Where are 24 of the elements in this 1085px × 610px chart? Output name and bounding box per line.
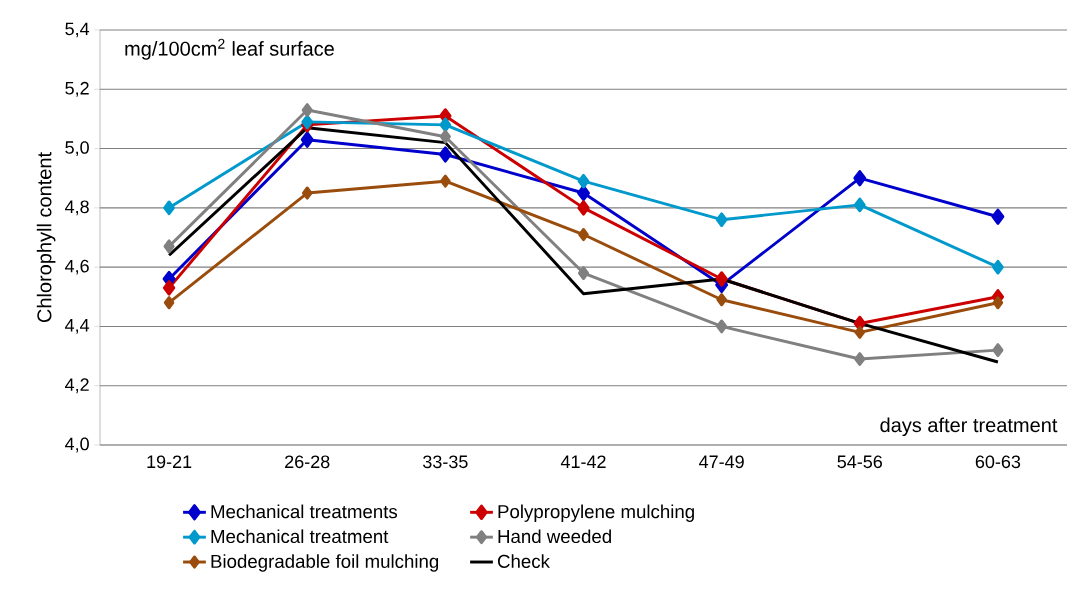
y-tick-label: 4,8	[65, 200, 89, 216]
annotation: mg/100cm$^{2}$ leaf surface	[125, 38, 334, 60]
x-tick-label: 26-28	[285, 455, 330, 469]
x-axis-title: days after treatment	[880, 417, 1058, 437]
legend-label: Mechanical treatment	[211, 529, 389, 544]
x-tick-label: 54-56	[837, 455, 882, 469]
x-tick-label: 19-21	[147, 455, 192, 469]
legend-label: Mechanical treatments	[211, 504, 398, 519]
x-tick-label: 33-35	[423, 455, 468, 469]
y-tick-label: 4,2	[65, 378, 89, 394]
legend-label: Biodegradable foil mulching	[211, 554, 439, 572]
y-tick-label: 5,2	[65, 81, 89, 97]
y-tick-label: 4,0	[65, 437, 89, 453]
x-tick-label: 41-42	[560, 455, 606, 468]
y-tick-label: 5,0	[65, 141, 89, 156]
legend-label: Hand weeded	[498, 529, 611, 544]
legend-label: Check	[497, 554, 550, 568]
x-tick-label: 47-49	[699, 455, 744, 469]
x-tick-label: 60-63	[975, 455, 1021, 469]
y-axis-title: Chlorophyll content	[36, 152, 56, 323]
legend-label: Polypropylene mulching	[498, 504, 694, 522]
y-tick-label: 5,4	[65, 22, 90, 38]
y-tick-label: 4,4	[65, 319, 90, 334]
y-tick-label: 4,6	[65, 259, 89, 275]
